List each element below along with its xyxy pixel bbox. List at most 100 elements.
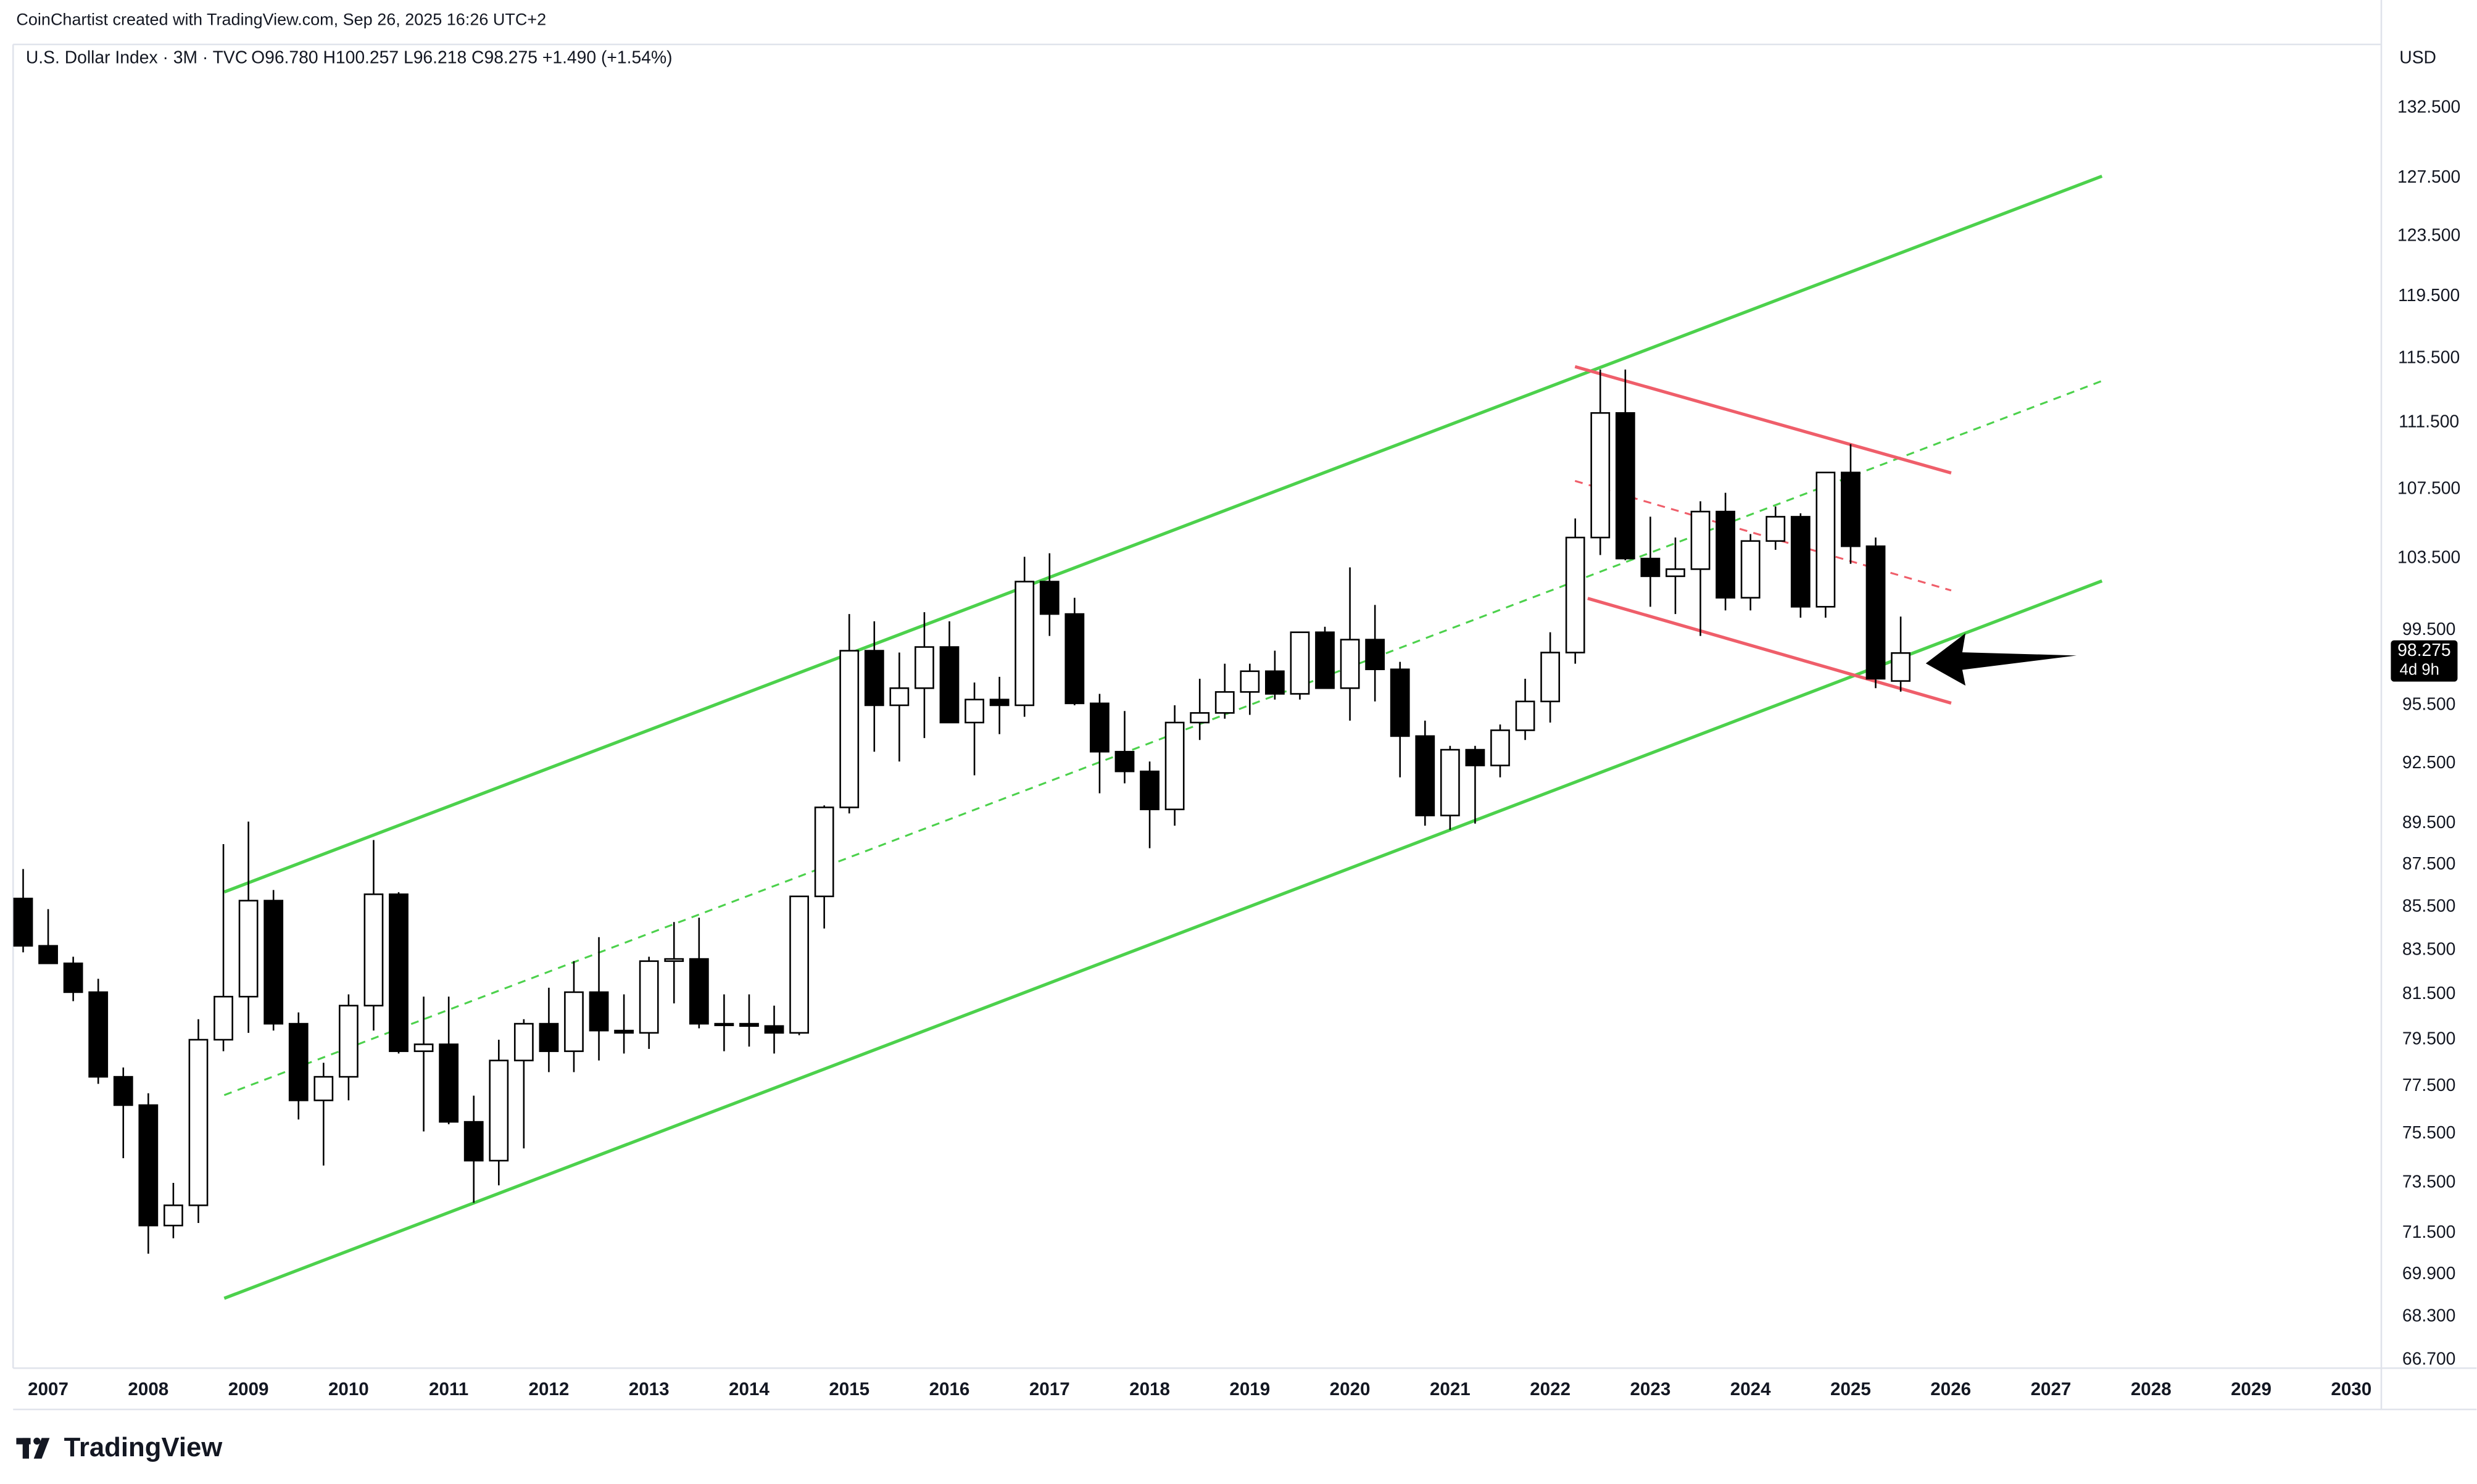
candle-body (63, 962, 83, 993)
candle-body (1340, 639, 1360, 689)
candle-body (1064, 613, 1085, 705)
candle-body (389, 893, 409, 1052)
x-tick-label: 2030 (2331, 1379, 2371, 1399)
candle-body (1540, 652, 1561, 703)
candle-body (214, 995, 233, 1041)
x-tick-label: 2020 (1330, 1379, 1371, 1399)
last-price-box (2391, 640, 2458, 682)
y-tick-label: 83.500 (2402, 939, 2456, 958)
x-tick-label: 2027 (2031, 1379, 2072, 1399)
candle-body (1841, 471, 1861, 547)
y-tick-label: 69.900 (2402, 1263, 2456, 1283)
candle-body (13, 897, 33, 947)
logo-icon (33, 1437, 41, 1445)
drawings (223, 175, 2103, 1300)
candle-body (915, 646, 934, 689)
y-tick-label: 111.500 (2399, 412, 2459, 431)
x-tick-label: 2009 (228, 1379, 269, 1399)
candle-body (164, 1204, 183, 1227)
candle-body (1515, 700, 1535, 731)
x-tick-label: 2024 (1730, 1379, 1771, 1399)
candle-body (1390, 668, 1410, 737)
x-tick-label: 2012 (529, 1379, 570, 1399)
candle-body (864, 650, 884, 707)
candle-body (889, 687, 910, 707)
candle-body (1490, 729, 1510, 766)
candle-body (263, 900, 284, 1025)
y-tick-label: 81.500 (2402, 983, 2456, 1003)
candle-body (1565, 536, 1585, 653)
candle-body (1164, 721, 1185, 811)
candle-body (363, 893, 384, 1007)
y-tick-label: 103.500 (2397, 547, 2460, 567)
y-tick-label: 127.500 (2397, 167, 2460, 186)
candle-body (113, 1076, 133, 1106)
candle-body (764, 1025, 784, 1034)
candle-body (1465, 748, 1485, 766)
x-tick-label: 2017 (1029, 1379, 1070, 1399)
candle-body (689, 958, 709, 1025)
candle-body (1014, 581, 1035, 707)
y-tick-label: 79.500 (2402, 1028, 2456, 1048)
x-tick-label: 2023 (1630, 1379, 1670, 1399)
candle-body (839, 650, 860, 808)
logo-icon (33, 1438, 50, 1459)
x-tick-label: 2021 (1430, 1379, 1471, 1399)
candle-body (664, 958, 684, 962)
y-tick-label: 123.500 (2397, 225, 2460, 244)
y-tick-label: 87.500 (2402, 853, 2456, 873)
x-tick-label: 2029 (2231, 1379, 2272, 1399)
y-tick-label: 73.500 (2402, 1171, 2456, 1191)
candle-body (1214, 691, 1235, 714)
candle-body (1039, 581, 1060, 615)
candle-body (238, 900, 259, 998)
candle-body (564, 991, 584, 1052)
candle-body (939, 646, 960, 724)
candle-body (1264, 670, 1285, 695)
candle-body (1090, 702, 1110, 753)
y-tick-label: 99.500 (2402, 619, 2456, 639)
chart-title: U.S. Dollar Index · 3M · TVC (26, 48, 247, 67)
y-tick-label: 85.500 (2402, 895, 2456, 915)
candle-body (1690, 510, 1711, 570)
candle-body (1740, 540, 1761, 599)
y-tick-label: 92.500 (2402, 752, 2456, 772)
candle-body (1891, 652, 1911, 682)
currency-label: USD (2399, 48, 2436, 67)
y-tick-label: 89.500 (2402, 812, 2456, 832)
candle-body (188, 1038, 209, 1206)
candle-body (1815, 471, 1836, 608)
y-tick-label: 68.300 (2402, 1305, 2456, 1325)
x-tick-label: 2025 (1830, 1379, 1871, 1399)
x-tick-label: 2026 (1930, 1379, 1971, 1399)
x-tick-label: 2008 (128, 1379, 168, 1399)
candle-body (1365, 639, 1385, 671)
candle-body (288, 1022, 309, 1101)
y-tick-label: 107.500 (2397, 478, 2460, 498)
logo: TradingView (16, 1432, 223, 1462)
x-tick-label: 2022 (1530, 1379, 1570, 1399)
candle-body (1415, 735, 1435, 816)
red-channel-lower (1587, 597, 1952, 705)
y-tick-label: 66.700 (2402, 1348, 2456, 1368)
attribution: CoinChartist created with TradingView.co… (16, 10, 546, 29)
candle-body (639, 960, 659, 1034)
red-channel-upper (1574, 365, 1952, 475)
candle-body (439, 1043, 459, 1123)
x-tick-label: 2016 (929, 1379, 970, 1399)
candle-body (589, 991, 609, 1032)
x-tick-label: 2010 (328, 1379, 369, 1399)
logo-icon (22, 1438, 29, 1459)
x-tick-label: 2011 (429, 1379, 468, 1399)
candle-body (1790, 516, 1811, 608)
candle-body (1666, 568, 1685, 578)
candle-body (88, 991, 109, 1078)
x-tick-label: 2018 (1129, 1379, 1170, 1399)
candles (13, 369, 1911, 1254)
x-tick-label: 2014 (729, 1379, 770, 1399)
x-tick-label: 2019 (1229, 1379, 1270, 1399)
candle-body (1114, 750, 1135, 773)
